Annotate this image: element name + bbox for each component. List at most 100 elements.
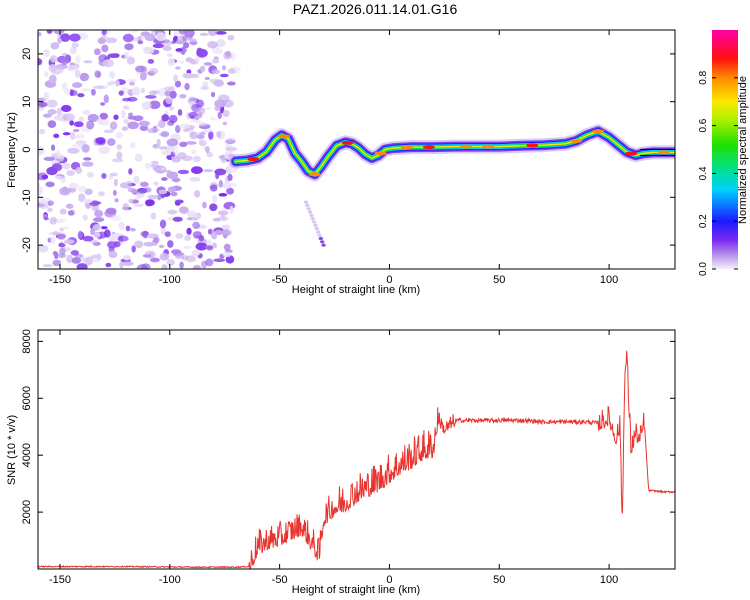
spectrogram-noise-blob: [136, 264, 148, 269]
snr-y-tick-label: 2000: [21, 500, 33, 524]
spectrogram-noise-blob: [177, 109, 183, 116]
spectrogram-noise-blob: [163, 86, 174, 92]
spectrogram-noise-blob: [58, 243, 66, 248]
spectrogram-noise-blob: [175, 233, 184, 240]
snr-y-tick-label: 8000: [21, 329, 33, 353]
spectrogram-noise-blob: [203, 169, 214, 173]
spectrogram-noise-blob: [137, 40, 144, 45]
spectrogram-noise-blob: [84, 188, 93, 195]
spectrogram-noise-blob: [125, 225, 131, 232]
spectrogram-noise-blob: [102, 59, 114, 68]
spectrogram-noise-blob: [192, 155, 201, 163]
spectrogram-noise-blob: [150, 257, 160, 263]
spectrogram-noise-blob: [43, 92, 50, 101]
spectrogram-noise-blob: [127, 96, 138, 102]
spectrogram-noise-blob: [225, 146, 238, 152]
spectrogram-noise-blob: [75, 55, 81, 64]
spectrogram-noise-blob: [185, 57, 193, 63]
spectrogram-noise-blob: [119, 261, 124, 269]
spectrogram-noise-blob: [128, 168, 133, 175]
spectrogram-noise-blob: [145, 34, 153, 40]
colorbar-tick-label: 0.6: [698, 118, 709, 132]
spectrogram-noise-blob: [63, 239, 75, 245]
spectrogram-noise-blob: [191, 214, 201, 222]
spectrogram-noise-blob: [144, 199, 152, 207]
spectrogram-noise-blob: [121, 126, 128, 131]
spectrogram-noise-blob: [111, 158, 124, 163]
spectrogram-noise-blob: [105, 262, 112, 268]
spectrogram-noise-blob: [130, 227, 136, 232]
spectrogram-noise-blob: [145, 94, 157, 99]
spectrogram-noise-blob: [140, 181, 149, 187]
spectrogram-noise-blob: [86, 171, 94, 178]
spectrogram-ridge-peak: [625, 151, 638, 156]
spectrogram-noise-blob: [108, 233, 119, 242]
spectrogram-noise-blob: [186, 227, 192, 236]
spectrogram-noise-blob: [166, 171, 179, 179]
spectrogram-noise-blob: [222, 251, 232, 258]
spectrogram-noise-blob: [77, 93, 85, 98]
spectrogram-noise-blob: [78, 193, 86, 203]
spectrogram-noise-blob: [56, 232, 67, 241]
snr-y-tick-label: 4000: [21, 443, 33, 467]
spectrogram-noise-blob: [222, 110, 230, 118]
spectrogram-noise-blob: [123, 118, 129, 125]
spectrogram-noise-blob: [143, 241, 155, 247]
spectrogram-ridge-peak: [374, 151, 387, 156]
spectrogram-noise-blob: [210, 91, 216, 98]
spectrogram-noise-blob: [101, 44, 109, 53]
spectrogram-noise-blob: [116, 151, 123, 160]
spectrogram-noise-blob: [73, 133, 85, 139]
spectrogram-faint-track-point: [315, 230, 321, 234]
spectrogram-noise-blob: [167, 186, 176, 193]
spectrogram-noise-blob: [229, 205, 234, 215]
spectrogram-noise-blob: [167, 240, 174, 248]
spectrogram-noise-blob: [227, 35, 235, 41]
spectrogram-noise-blob: [134, 153, 143, 162]
spectrogram-noise-blob: [115, 131, 124, 139]
spectrogram-noise-blob: [109, 121, 118, 131]
spectrogram-noise-blob: [110, 172, 119, 177]
spectrogram-noise-blob: [207, 30, 218, 37]
spectrogram-noise-blob: [95, 137, 106, 145]
spectrogram-noise-blob: [159, 253, 170, 261]
spectrogram-noise-blob: [60, 56, 69, 66]
spectrogram-noise-blob: [123, 51, 129, 60]
spectrogram-faint-track-point: [313, 223, 318, 227]
snr-x-label: Height of straight line (km): [292, 584, 420, 596]
spectrogram-noise-blob: [42, 113, 52, 118]
spectrogram-noise-blob: [101, 30, 107, 36]
spectrogram-noise-blob: [47, 200, 54, 206]
spectrogram-noise-blob: [43, 217, 49, 221]
spectrogram-y-tick-label: -20: [21, 237, 33, 253]
spectrogram-noise-blob: [38, 31, 42, 37]
spectrogram-noise-blob: [128, 198, 134, 204]
spectrogram-noise-blob: [218, 192, 228, 197]
spectrogram-noise-blob: [195, 55, 200, 64]
spectrogram-ridge-peak: [401, 145, 414, 150]
spectrogram-ridge-peak: [278, 134, 291, 139]
spectrogram-noise-blob: [81, 143, 90, 153]
spectrogram-faint-track-point: [320, 240, 325, 244]
spectrogram-x-tick-label: 50: [493, 274, 505, 286]
spectrogram-noise-blob: [222, 181, 231, 189]
spectrogram-noise-blob: [116, 144, 123, 150]
spectrogram-noise-blob: [106, 138, 116, 146]
spectrogram-noise-blob: [107, 53, 120, 58]
spectrogram-noise-blob: [72, 82, 83, 88]
spectrogram-noise-blob: [101, 173, 107, 179]
spectrogram-noise-blob: [66, 64, 79, 72]
spectrogram-noise-blob: [192, 264, 201, 269]
spectrogram-noise-blob: [171, 40, 176, 44]
spectrogram-noise-blob: [39, 128, 46, 135]
spectrogram-noise-blob: [53, 251, 59, 260]
spectrogram-noise-blob: [113, 178, 119, 187]
spectrogram-noise-blob: [62, 186, 68, 195]
spectrogram-noise-blob: [166, 258, 176, 266]
spectrogram-noise-blob: [47, 109, 57, 115]
spectrogram-noise-blob: [103, 229, 111, 238]
spectrogram-noise-blob: [63, 226, 69, 230]
spectrogram-y-ticks: 20 10 0 -10 -20: [21, 48, 675, 253]
spectrogram-noise-blob: [213, 79, 225, 87]
spectrogram-faint-track-point: [318, 236, 324, 241]
